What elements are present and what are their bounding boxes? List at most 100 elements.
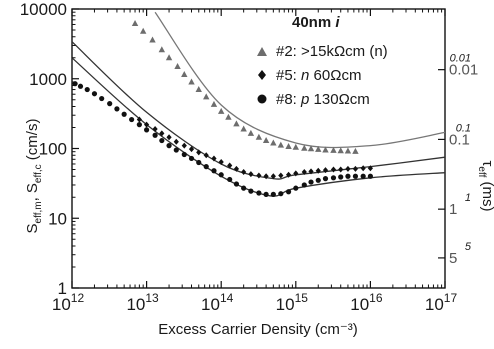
data-point-circle bbox=[91, 91, 98, 97]
data-point-triangle bbox=[233, 120, 240, 127]
data-point-diamond bbox=[285, 171, 292, 178]
data-point-circle bbox=[173, 147, 179, 153]
data-point-diamond bbox=[181, 142, 187, 149]
data-point-circle bbox=[159, 137, 165, 144]
data-point-triangle bbox=[344, 147, 352, 154]
data-point-diamond bbox=[345, 165, 351, 172]
data-point-triangle bbox=[262, 137, 270, 144]
legend-circle-marker bbox=[257, 94, 267, 104]
data-point-diamond bbox=[301, 169, 307, 176]
data-point-circle bbox=[360, 173, 366, 179]
data-point-diamond bbox=[152, 126, 158, 133]
data-point-triangle bbox=[149, 36, 156, 43]
data-point-triangle bbox=[225, 113, 232, 120]
legend-diamond-marker bbox=[258, 70, 266, 80]
data-point-diamond bbox=[241, 169, 247, 176]
data-point-circle bbox=[256, 190, 262, 196]
data-point-triangle bbox=[322, 146, 329, 153]
data-point-diamond bbox=[227, 162, 233, 169]
data-point-circle bbox=[211, 168, 217, 174]
data-point-diamond bbox=[308, 168, 314, 175]
data-point-diamond bbox=[211, 155, 217, 162]
legend-label-series-8: #8: p 130Ωcm bbox=[276, 91, 370, 108]
data-point-circle bbox=[278, 191, 284, 197]
data-point-circle bbox=[227, 176, 233, 183]
data-point-circle bbox=[301, 182, 307, 188]
data-point-circle bbox=[196, 159, 202, 166]
x-tick-label: 1017 bbox=[425, 291, 458, 314]
data-point-circle bbox=[338, 174, 344, 180]
right-tick-label: 0.01 bbox=[449, 62, 478, 79]
data-point-diamond bbox=[278, 172, 284, 179]
data-point-circle bbox=[367, 173, 373, 179]
x-tick-label: 1016 bbox=[350, 291, 383, 314]
y-tick-label: 1 bbox=[58, 279, 67, 298]
data-point-circle bbox=[352, 173, 359, 179]
data-point-circle bbox=[84, 86, 90, 93]
data-point-circle bbox=[218, 172, 224, 178]
right-axis-title: τeff (ms) bbox=[476, 160, 494, 211]
x-tick-label: 1012 bbox=[52, 291, 85, 314]
x-tick-label: 1015 bbox=[276, 291, 309, 314]
data-point-triangle bbox=[195, 86, 202, 93]
x-axis-title: Excess Carrier Density (cm⁻³) bbox=[158, 321, 358, 338]
right-tick-label: 5 bbox=[449, 250, 457, 267]
y-tick-label: 100 bbox=[39, 140, 67, 159]
data-point-diamond bbox=[159, 130, 165, 137]
data-point-circle bbox=[241, 185, 247, 191]
legend-item-series-8: #8: p 130Ωcm bbox=[257, 91, 370, 108]
data-point-circle bbox=[203, 164, 209, 170]
data-point-diamond bbox=[248, 171, 254, 178]
data-point-diamond bbox=[330, 166, 337, 173]
data-point-triangle bbox=[330, 146, 337, 153]
data-point-circle bbox=[345, 173, 351, 179]
data-point-triangle bbox=[240, 125, 247, 132]
x-tick-label: 1014 bbox=[201, 291, 234, 314]
plot-frame bbox=[71, 8, 446, 289]
data-point-circle bbox=[330, 175, 337, 181]
data-point-circle bbox=[152, 132, 158, 138]
legend-title: 40nm i bbox=[292, 14, 340, 31]
data-point-diamond bbox=[360, 165, 366, 172]
data-point-circle bbox=[248, 188, 254, 194]
data-points bbox=[72, 19, 373, 197]
data-point-triangle bbox=[285, 142, 292, 149]
data-point-triangle bbox=[352, 147, 359, 154]
data-point-triangle bbox=[181, 71, 188, 78]
data-point-circle bbox=[315, 177, 321, 183]
data-point-triangle bbox=[210, 100, 218, 107]
data-point-diamond bbox=[270, 173, 276, 180]
legend-label-series-5: #5: n 60Ωcm bbox=[276, 67, 361, 84]
data-point-circle bbox=[144, 127, 150, 133]
x-tick-label: 1013 bbox=[126, 291, 159, 314]
fit-lines bbox=[71, 11, 446, 197]
data-point-diamond bbox=[233, 165, 240, 172]
legend-label-series-2: #2: >15kΩcm (n) bbox=[276, 43, 388, 60]
data-point-triangle bbox=[255, 133, 263, 140]
data-point-triangle bbox=[277, 141, 285, 148]
y-axis-title: Seff,m, Seff,c (cm/s) bbox=[24, 119, 44, 234]
right-tick-inner-label: 5 bbox=[465, 241, 472, 253]
y-tick-label: 1000 bbox=[29, 70, 67, 89]
right-tick-labels: 0.010.01 0.10.1 11 55 bbox=[449, 53, 478, 267]
data-point-circle bbox=[322, 176, 329, 182]
right-tick-inner-label: 0.1 bbox=[456, 122, 471, 134]
data-point-circle bbox=[285, 189, 292, 195]
fit-line-series-2 bbox=[71, 41, 446, 180]
data-point-circle bbox=[99, 95, 105, 102]
data-point-circle bbox=[114, 106, 120, 112]
data-point-triangle bbox=[218, 107, 225, 114]
right-tick-label: 0.1 bbox=[449, 131, 470, 148]
data-point-triangle bbox=[301, 144, 308, 151]
data-point-circle bbox=[129, 116, 135, 123]
x-tick-labels: 1012 1013 1014 1015 1016 1017 bbox=[52, 291, 458, 314]
data-point-triangle bbox=[270, 139, 277, 146]
data-point-diamond bbox=[188, 146, 195, 153]
data-point-circle bbox=[121, 111, 127, 117]
y-tick-label: 10000 bbox=[20, 0, 67, 19]
data-point-diamond bbox=[263, 173, 269, 180]
data-point-triangle bbox=[292, 143, 299, 150]
axis-ticks bbox=[71, 8, 446, 289]
data-point-circle bbox=[263, 191, 269, 197]
